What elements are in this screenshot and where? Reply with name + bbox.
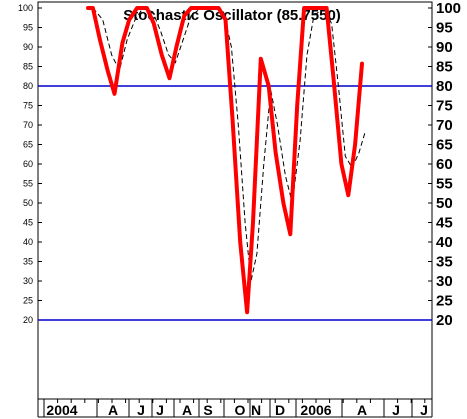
chart-title: Stochastic Oscillator (85.7550) [123, 7, 341, 24]
x-tick-label: A [182, 402, 192, 418]
y-tick-label-right: 45 [436, 215, 453, 232]
y-tick-label-left: 55 [23, 179, 33, 189]
x-tick-label: N [251, 402, 261, 418]
x-axis: 2004 A J J A S O N D 2006 A J J [37, 399, 433, 418]
y-axis-ticks: 20 20 25 25 30 30 35 35 40 40 45 45 50 50 55 55 60 60 65 65… [18, 0, 461, 329]
x-tick-label: J [392, 402, 400, 418]
x-tick-label: J [420, 402, 428, 418]
y-tick-label-right: 30 [436, 273, 453, 290]
y-tick-label-right: 55 [436, 176, 453, 193]
y-tick-label-right: 75 [436, 98, 453, 115]
y-tick-label-left: 50 [23, 198, 33, 208]
y-tick-label-right: 25 [436, 293, 453, 310]
y-tick-label-right: 95 [436, 20, 453, 37]
y-tick-label-left: 45 [23, 218, 33, 228]
x-tick-label: A [108, 402, 118, 418]
y-tick-label-left: 85 [23, 62, 33, 72]
y-tick-label-left: 100 [18, 3, 33, 13]
x-tick-label: S [203, 402, 212, 418]
plot-frame [37, 1, 433, 400]
x-tick-label: D [275, 402, 285, 418]
x-tick-label: O [235, 402, 246, 418]
x-tick-label: J [137, 402, 145, 418]
y-tick-label-left: 35 [23, 257, 33, 267]
y-tick-label-right: 20 [436, 312, 453, 329]
y-tick-label-left: 60 [23, 159, 33, 169]
y-tick-label-left: 90 [23, 42, 33, 52]
y-tick-label-right: 85 [436, 59, 453, 76]
y-tick-label-left: 75 [23, 101, 33, 111]
y-tick-label-right: 60 [436, 156, 453, 173]
y-tick-label-left: 95 [23, 23, 33, 33]
x-tick-label: 2004 [46, 402, 77, 418]
y-tick-label-left: 30 [23, 276, 33, 286]
y-tick-label-right: 100 [436, 0, 461, 17]
y-tick-label-right: 50 [436, 195, 453, 212]
y-tick-label-left: 65 [23, 140, 33, 150]
y-tick-label-left: 80 [23, 81, 33, 91]
y-tick-label-left: 40 [23, 237, 33, 247]
x-tick-label: J [156, 402, 164, 418]
reference-lines [38, 85, 432, 321]
y-tick-label-right: 70 [436, 117, 453, 134]
x-tick-label: A [357, 402, 367, 418]
y-tick-label-left: 20 [23, 315, 33, 325]
y-tick-label-right: 65 [436, 137, 453, 154]
x-tick-label: 2006 [300, 402, 331, 418]
y-tick-label-left: 70 [23, 120, 33, 130]
series-line-stochastic-d [92, 7, 366, 282]
series-line-stochastic-k [86, 6, 364, 315]
y-tick-label-right: 35 [436, 254, 453, 271]
y-tick-label-right: 90 [436, 39, 453, 56]
y-tick-label-left: 25 [23, 296, 33, 306]
y-tick-label-right: 80 [436, 78, 453, 95]
series-lines [86, 6, 366, 315]
y-tick-label-right: 40 [436, 234, 453, 251]
